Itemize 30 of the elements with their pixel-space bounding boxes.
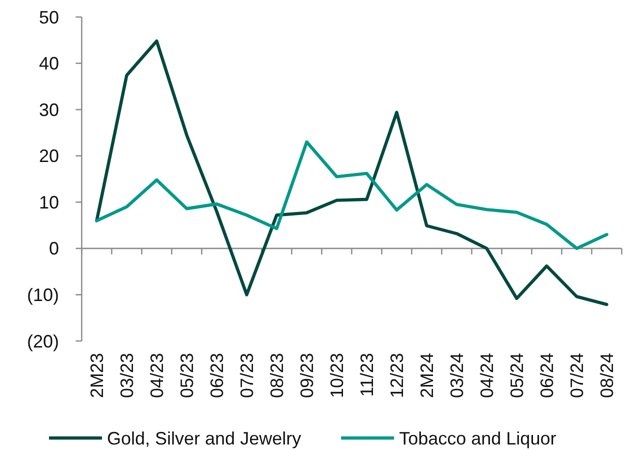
x-tick-label: 05/23 xyxy=(177,353,197,398)
x-tick-label: 09/23 xyxy=(297,353,317,398)
line-series xyxy=(95,140,608,250)
y-tick-label: 30 xyxy=(38,100,59,120)
x-tick-label: 06/24 xyxy=(537,353,557,398)
y-tick-label: 50 xyxy=(38,7,59,28)
x-tick-label: 12/23 xyxy=(387,353,407,398)
y-tick-label: 20 xyxy=(38,146,59,166)
x-tick-label: 10/23 xyxy=(327,353,347,398)
x-tick-label: 03/23 xyxy=(117,353,137,398)
legend-label: Gold, Silver and Jewelry xyxy=(107,428,302,448)
x-tick-label: 07/24 xyxy=(567,353,587,398)
x-tick-label: 04/24 xyxy=(477,353,497,398)
y-tick-label: (20) xyxy=(26,331,59,352)
x-tick-label: 08/24 xyxy=(597,353,617,398)
x-tick-label: 06/23 xyxy=(207,353,227,398)
x-tick-label: 07/23 xyxy=(237,353,257,398)
x-tick-label: 03/24 xyxy=(447,353,467,398)
x-tick-label: 2M24 xyxy=(417,353,437,398)
x-tick-label: 05/24 xyxy=(507,353,527,398)
y-tick-label: 40 xyxy=(38,54,59,74)
x-tick-label: 08/23 xyxy=(267,353,287,398)
line-series xyxy=(95,39,608,306)
legend-label: Tobacco and Liquor xyxy=(399,428,556,448)
x-tick-label: 04/23 xyxy=(147,353,167,398)
y-tick-label: 0 xyxy=(48,238,59,259)
y-tick-label: 10 xyxy=(38,192,59,212)
x-tick-label: 11/23 xyxy=(357,353,377,397)
x-tick-label: 2M23 xyxy=(87,353,107,398)
y-tick-label: (10) xyxy=(26,285,59,306)
